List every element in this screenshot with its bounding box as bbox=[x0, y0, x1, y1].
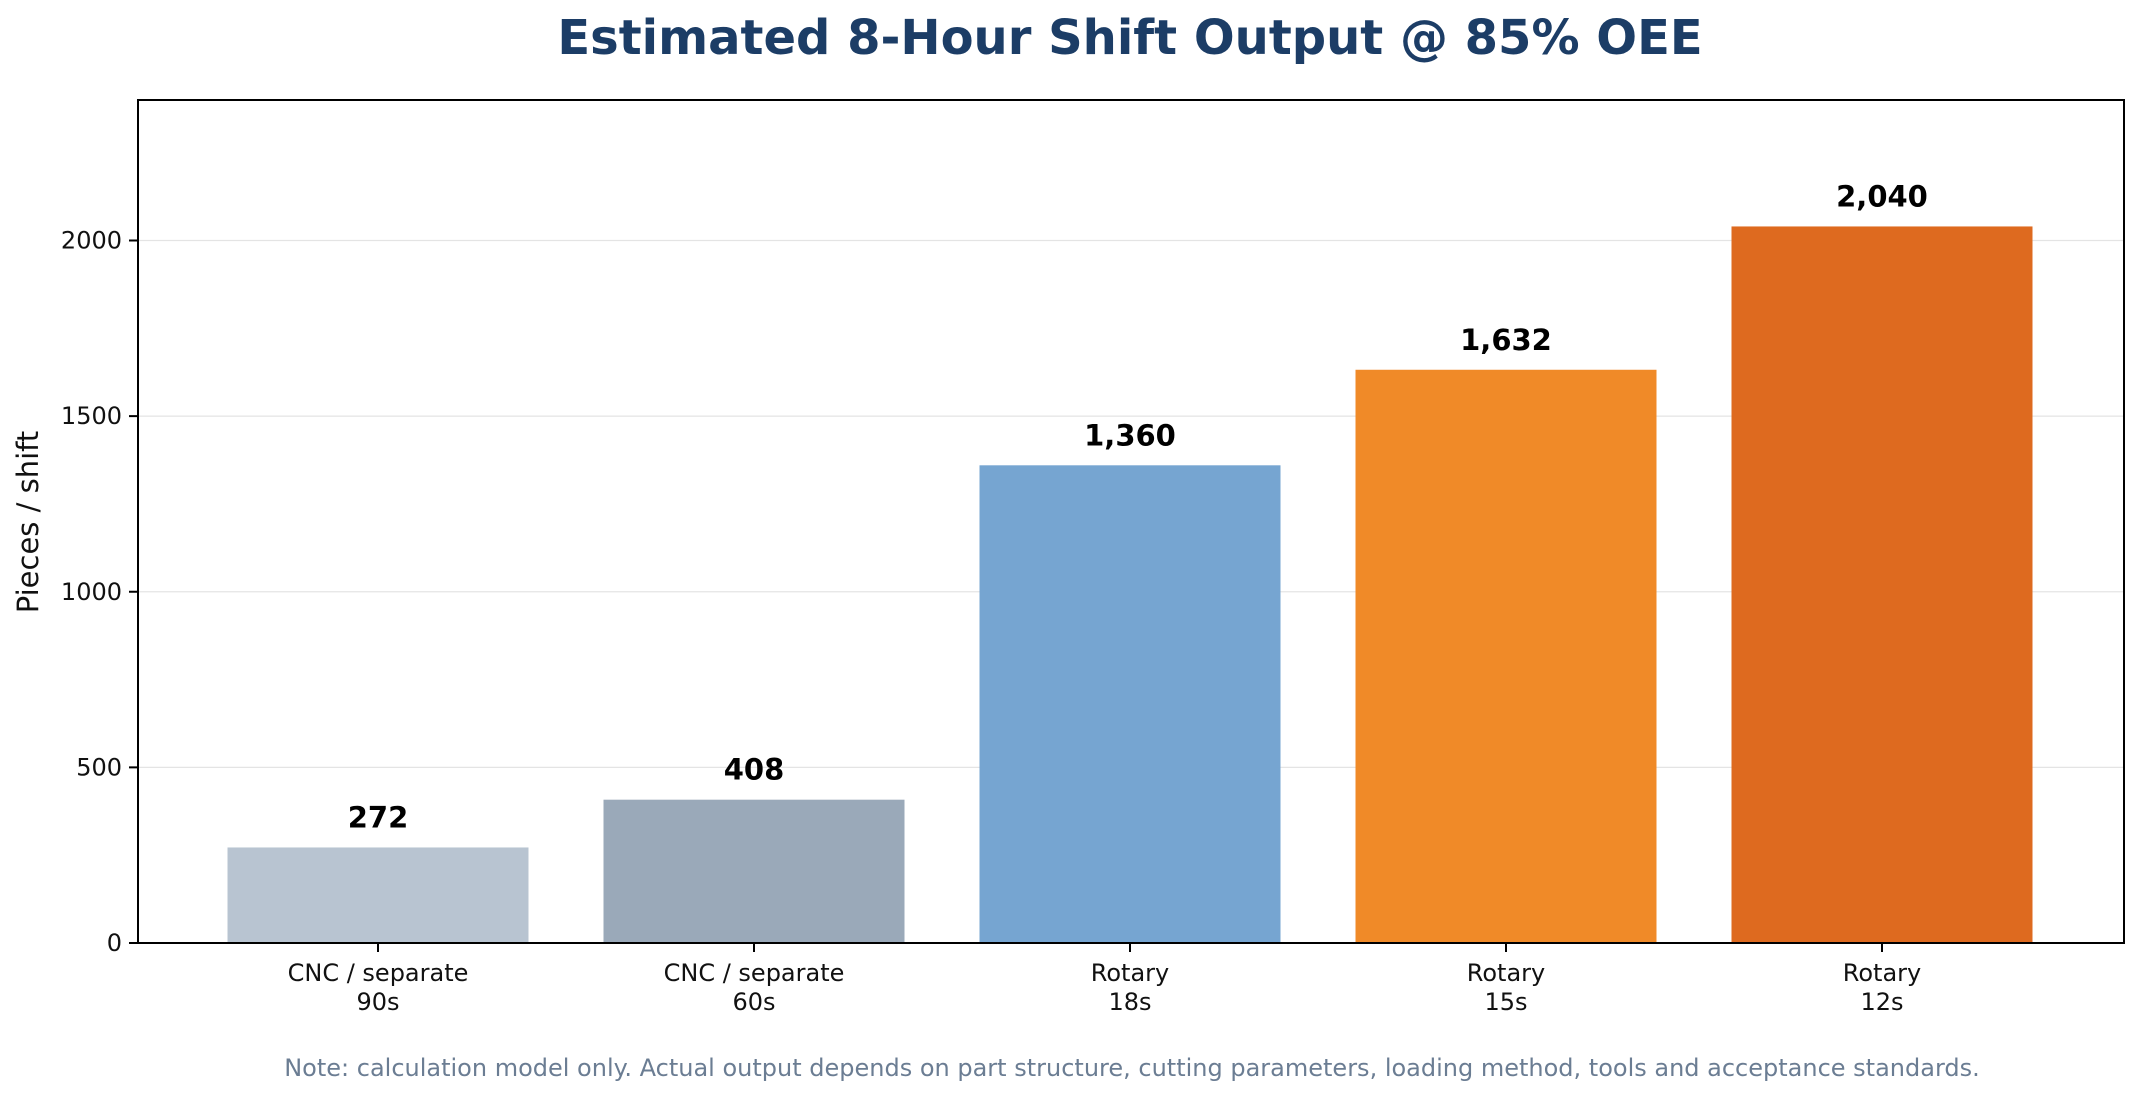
value-labels: 272 408 1,360 1,632 2,040 bbox=[348, 179, 1928, 834]
y-axis-ticks: 0 500 1000 1500 2000 bbox=[61, 227, 138, 957]
bar-value-label: 1,632 bbox=[1460, 323, 1552, 357]
x-tick-label: Rotary bbox=[1467, 959, 1545, 987]
bar bbox=[603, 799, 905, 943]
y-tick-label: 2000 bbox=[61, 227, 122, 255]
y-axis-label: Pieces / shift bbox=[11, 431, 45, 613]
x-tick-label: 60s bbox=[732, 988, 775, 1016]
chart-title: Estimated 8-Hour Shift Output @ 85% OEE bbox=[557, 10, 1702, 66]
bar-value-label: 1,360 bbox=[1084, 418, 1176, 452]
footnote: Note: calculation model only. Actual out… bbox=[284, 1054, 1980, 1082]
y-tick-label: 500 bbox=[76, 753, 122, 781]
bar bbox=[1731, 226, 2033, 943]
bars bbox=[227, 226, 2033, 943]
y-tick-label: 1000 bbox=[61, 578, 122, 606]
bar bbox=[227, 847, 529, 943]
bar-value-label: 408 bbox=[724, 753, 785, 787]
x-tick-label: CNC / separate bbox=[664, 959, 845, 987]
x-tick-label: 90s bbox=[356, 988, 399, 1016]
x-tick-label: Rotary bbox=[1843, 959, 1921, 987]
x-tick-label: 12s bbox=[1860, 988, 1903, 1016]
x-tick-label: Rotary bbox=[1091, 959, 1169, 987]
x-tick-label: 15s bbox=[1484, 988, 1527, 1016]
bar bbox=[1355, 369, 1657, 943]
y-tick-label: 1500 bbox=[61, 402, 122, 430]
y-tick-label: 0 bbox=[107, 929, 122, 957]
x-tick-label: CNC / separate bbox=[288, 959, 469, 987]
bar-value-label: 272 bbox=[348, 800, 409, 834]
bar-value-label: 2,040 bbox=[1836, 179, 1928, 213]
x-tick-label: 18s bbox=[1108, 988, 1151, 1016]
bar bbox=[979, 465, 1281, 943]
